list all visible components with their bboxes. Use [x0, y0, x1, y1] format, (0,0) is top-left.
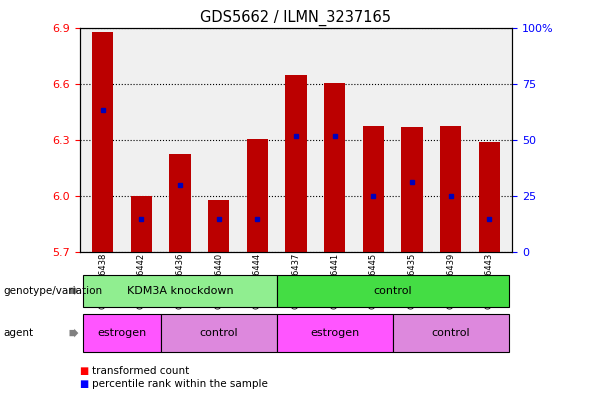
- Bar: [208, 200, 229, 252]
- Bar: [277, 275, 508, 307]
- Title: GDS5662 / ILMN_3237165: GDS5662 / ILMN_3237165: [200, 10, 392, 26]
- Text: percentile rank within the sample: percentile rank within the sample: [92, 379, 269, 389]
- Text: genotype/variation: genotype/variation: [3, 286, 102, 296]
- Text: agent: agent: [3, 328, 33, 338]
- Bar: [84, 314, 161, 352]
- Bar: [393, 314, 508, 352]
- Bar: [363, 125, 384, 252]
- Text: control: control: [199, 328, 238, 338]
- Bar: [277, 314, 393, 352]
- Text: transformed count: transformed count: [92, 366, 190, 376]
- Bar: [161, 314, 277, 352]
- Text: estrogen: estrogen: [97, 328, 147, 338]
- Bar: [285, 75, 307, 252]
- Bar: [401, 127, 422, 252]
- Bar: [92, 32, 113, 252]
- Bar: [247, 139, 268, 252]
- Text: ■: ■: [80, 366, 89, 376]
- Bar: [324, 83, 345, 252]
- Bar: [131, 196, 152, 252]
- Text: KDM3A knockdown: KDM3A knockdown: [127, 286, 233, 296]
- Bar: [479, 142, 500, 252]
- Bar: [440, 125, 461, 252]
- Bar: [170, 154, 191, 252]
- Text: estrogen: estrogen: [310, 328, 359, 338]
- Text: control: control: [373, 286, 412, 296]
- Bar: [84, 275, 277, 307]
- Text: ■: ■: [80, 379, 89, 389]
- Text: control: control: [431, 328, 470, 338]
